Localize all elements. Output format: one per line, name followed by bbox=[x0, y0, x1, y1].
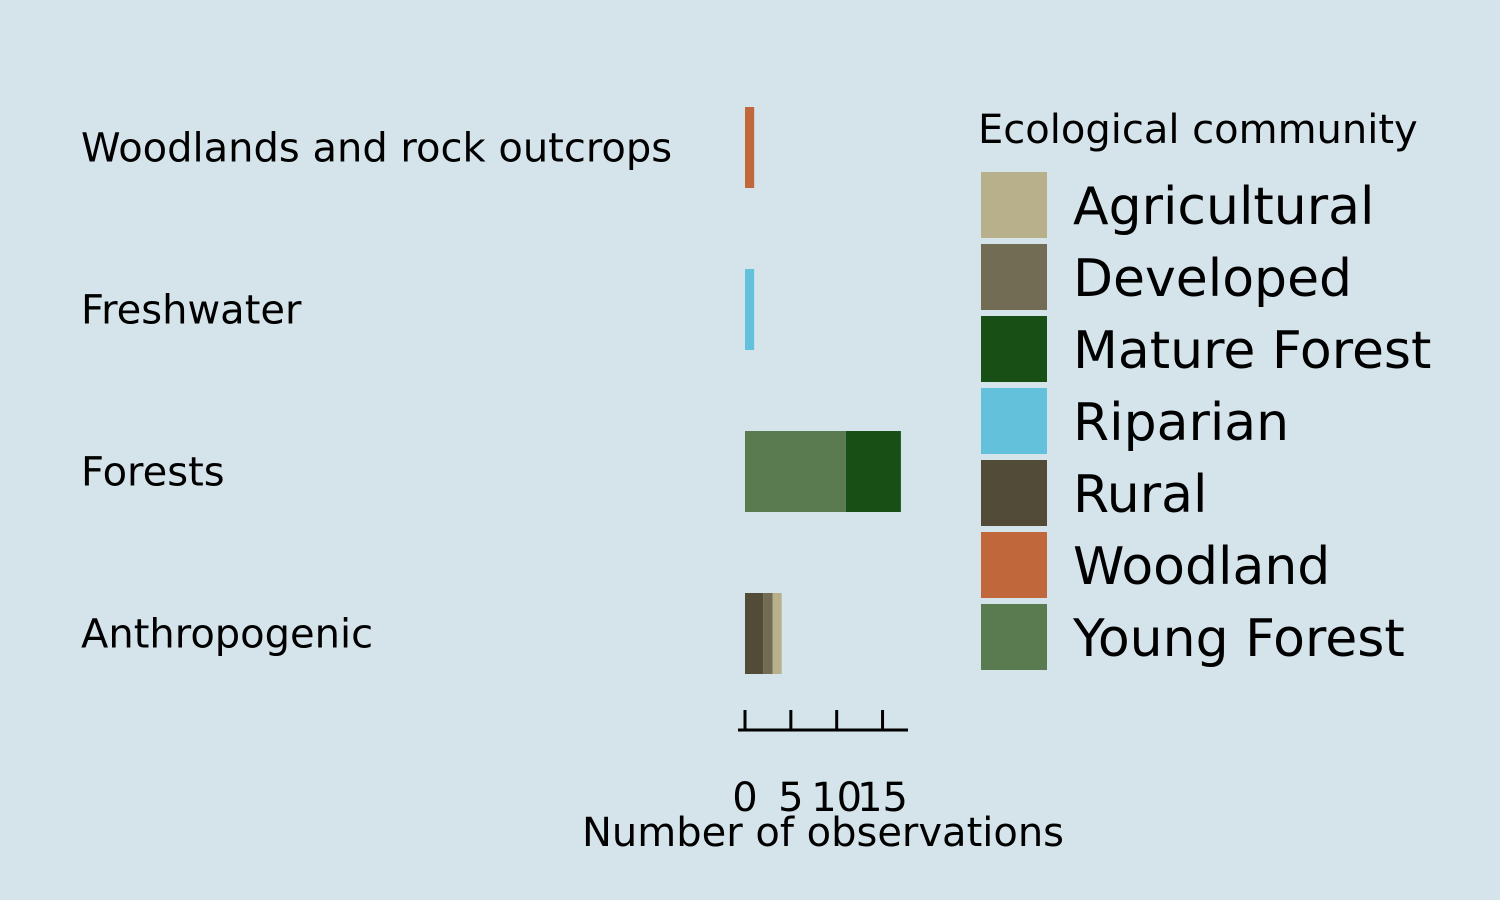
legend-entries: Agricultural Developed Mature Forest Ripari… bbox=[981, 172, 1431, 670]
category-label-anthropogenic: Anthropogenic bbox=[81, 612, 373, 658]
category-label-forests: Forests bbox=[81, 450, 225, 496]
legend-swatch-riparian bbox=[981, 388, 1047, 454]
x-tick-label-5: 5 bbox=[778, 775, 803, 821]
legend-swatch-agricultural bbox=[981, 172, 1047, 238]
legend-label-rural: Rural bbox=[1073, 465, 1207, 525]
category-label-woodlands-and-rock-outcrops: Woodlands and rock outcrops bbox=[81, 126, 672, 172]
legend-swatch-young-forest bbox=[981, 604, 1047, 670]
legend-label-agricultural: Agricultural bbox=[1073, 177, 1374, 237]
bar-forests-mature-forest bbox=[845, 431, 901, 512]
bar-freshwater-riparian bbox=[745, 269, 755, 350]
legend-label-mature-forest: Mature Forest bbox=[1073, 321, 1431, 381]
legend-swatch-developed bbox=[981, 244, 1047, 310]
x-tick-label-0: 0 bbox=[732, 775, 757, 821]
legend-swatch-rural bbox=[981, 460, 1047, 526]
legend-swatch-woodland bbox=[981, 532, 1047, 598]
legend-title: Ecological community bbox=[978, 107, 1418, 153]
bar-woodlands-and-rock-outcrops-woodland bbox=[745, 107, 755, 188]
category-label-freshwater: Freshwater bbox=[81, 288, 302, 334]
bar-anthropogenic-developed bbox=[763, 593, 773, 674]
legend-label-riparian: Riparian bbox=[1073, 393, 1289, 453]
bars bbox=[745, 107, 901, 674]
bar-anthropogenic-rural bbox=[745, 593, 764, 674]
legend-label-developed: Developed bbox=[1073, 249, 1352, 309]
category-labels: Woodlands and rock outcrops Freshwater For… bbox=[81, 126, 672, 658]
legend-label-woodland: Woodland bbox=[1073, 537, 1330, 597]
bar-forests-young-forest bbox=[745, 431, 846, 512]
legend-swatch-mature-forest bbox=[981, 316, 1047, 382]
bar-anthropogenic-agricultural bbox=[772, 593, 782, 674]
legend-label-young-forest: Young Forest bbox=[1072, 609, 1405, 669]
legend: Ecological community Agricultural Develop… bbox=[978, 107, 1431, 670]
x-tick-label-15: 15 bbox=[857, 775, 908, 821]
x-tick-label-10: 10 bbox=[811, 775, 862, 821]
x-axis-label: Number of observations bbox=[582, 810, 1064, 856]
